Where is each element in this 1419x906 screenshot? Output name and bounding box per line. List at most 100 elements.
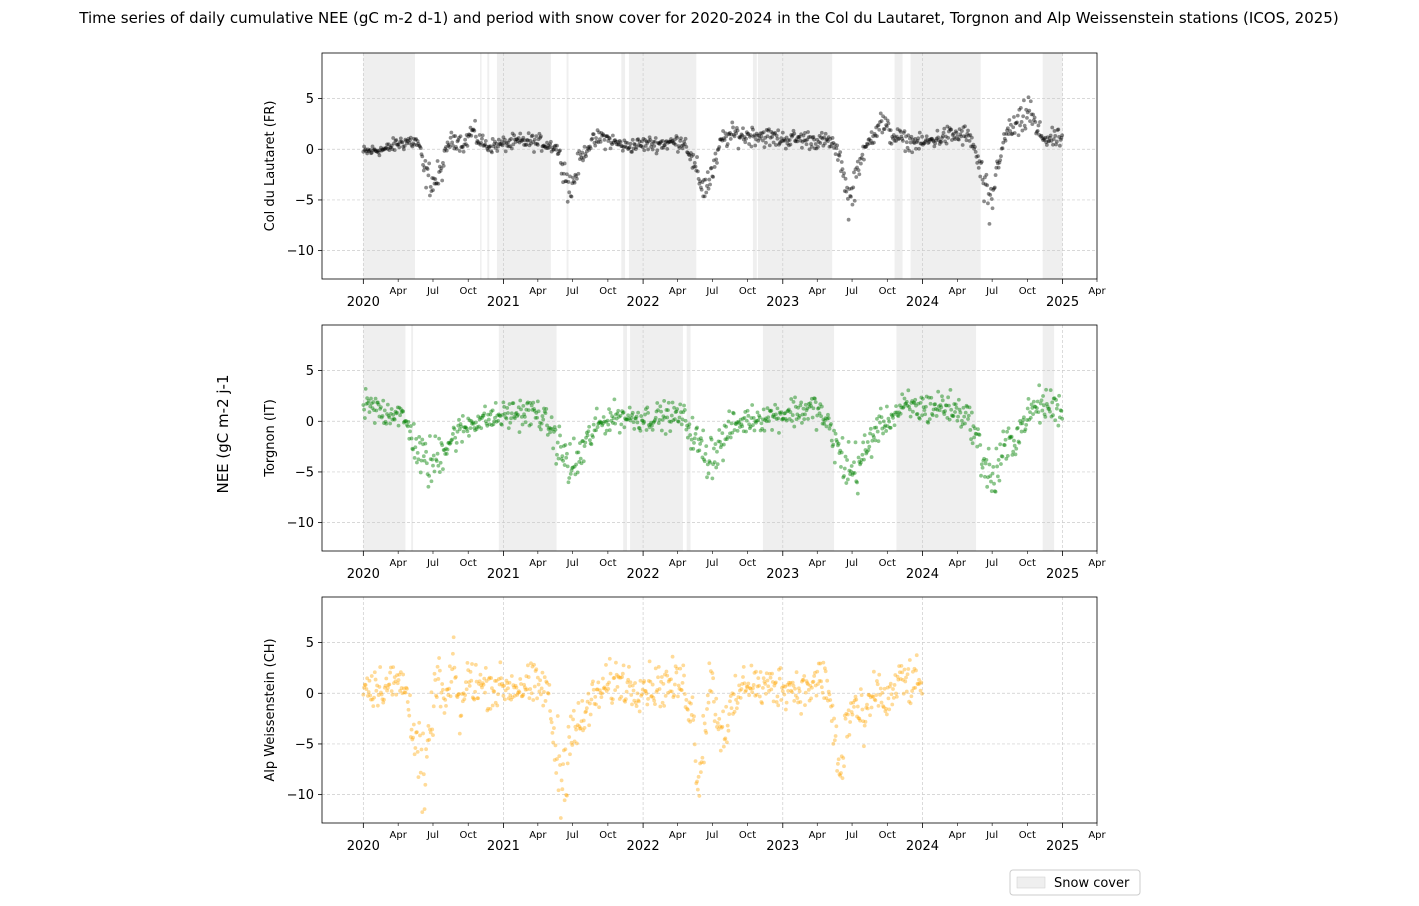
data-point — [738, 135, 742, 140]
data-point — [542, 690, 546, 694]
data-point — [693, 759, 698, 764]
data-point — [539, 421, 544, 426]
data-point — [372, 670, 377, 675]
data-point — [376, 150, 381, 155]
data-point — [653, 702, 657, 707]
data-point — [924, 394, 929, 399]
data-point — [1040, 136, 1045, 140]
data-point — [630, 150, 634, 154]
legend-frame — [1009, 869, 1141, 896]
data-point — [871, 669, 876, 674]
data-point — [444, 446, 448, 451]
data-point — [826, 689, 831, 694]
data-point — [447, 441, 452, 446]
data-point — [840, 167, 845, 171]
data-point — [1000, 454, 1005, 459]
data-point — [758, 428, 763, 433]
data-point — [568, 194, 573, 199]
data-point — [611, 416, 616, 421]
data-point — [630, 683, 635, 688]
data-point — [634, 414, 639, 419]
data-point — [478, 672, 483, 677]
data-point — [449, 438, 454, 443]
data-point — [379, 692, 384, 697]
data-point — [606, 422, 611, 427]
data-point — [658, 140, 663, 145]
data-point — [483, 404, 487, 409]
data-point — [411, 141, 415, 146]
data-point — [1020, 421, 1025, 426]
legend[interactable]: Snow cover — [1009, 869, 1141, 896]
y-tick-label: 5 — [306, 636, 314, 651]
data-point — [841, 174, 846, 179]
data-point — [797, 413, 802, 418]
data-point — [545, 140, 549, 145]
data-point — [776, 416, 781, 421]
data-point — [852, 170, 856, 175]
data-point — [673, 142, 678, 147]
data-point — [448, 694, 453, 699]
data-point — [708, 182, 712, 187]
data-point — [395, 681, 400, 686]
data-point — [512, 685, 517, 690]
data-point — [762, 679, 767, 684]
data-point — [918, 688, 923, 693]
data-point — [833, 734, 838, 738]
data-point — [612, 138, 617, 143]
data-point — [609, 696, 614, 701]
data-point — [444, 703, 448, 708]
data-point — [828, 423, 833, 428]
data-point — [609, 418, 614, 423]
data-point — [617, 138, 622, 143]
data-point — [946, 129, 951, 134]
data-point — [710, 671, 715, 675]
data-point — [878, 420, 882, 425]
data-point — [690, 695, 695, 700]
data-point — [418, 770, 423, 775]
data-point — [526, 408, 531, 412]
data-point — [477, 679, 482, 684]
data-point — [1039, 133, 1044, 138]
data-point — [659, 428, 664, 433]
data-point — [400, 409, 405, 413]
data-point — [1024, 422, 1029, 427]
data-point — [809, 144, 814, 149]
data-point — [946, 403, 951, 408]
data-point — [457, 731, 462, 736]
data-point — [907, 136, 912, 141]
data-point — [416, 775, 421, 780]
data-point — [451, 635, 456, 640]
data-point — [508, 144, 513, 149]
data-point — [448, 440, 453, 445]
data-point — [473, 662, 478, 667]
data-point — [587, 723, 592, 728]
data-point — [603, 431, 608, 436]
data-point — [744, 418, 749, 423]
data-point — [855, 480, 859, 485]
data-point — [579, 461, 584, 466]
data-point — [542, 144, 547, 149]
data-point — [450, 651, 455, 656]
data-point — [984, 457, 989, 462]
data-point — [777, 141, 782, 146]
data-point — [574, 450, 579, 455]
data-point — [1043, 135, 1048, 140]
data-point — [884, 712, 889, 717]
data-point — [441, 163, 446, 168]
data-point — [413, 445, 418, 450]
data-point — [711, 174, 716, 179]
data-point — [1035, 406, 1039, 411]
data-point — [411, 447, 415, 452]
data-point — [529, 403, 534, 408]
data-point — [388, 145, 393, 150]
data-point — [548, 139, 553, 144]
data-point — [398, 136, 403, 141]
data-point — [987, 222, 992, 226]
data-point — [625, 141, 630, 145]
data-point — [659, 139, 663, 144]
data-point — [394, 411, 399, 416]
x-month-label: Jul — [985, 558, 998, 569]
data-point — [906, 667, 911, 671]
data-point — [852, 460, 856, 465]
data-point — [608, 410, 613, 415]
